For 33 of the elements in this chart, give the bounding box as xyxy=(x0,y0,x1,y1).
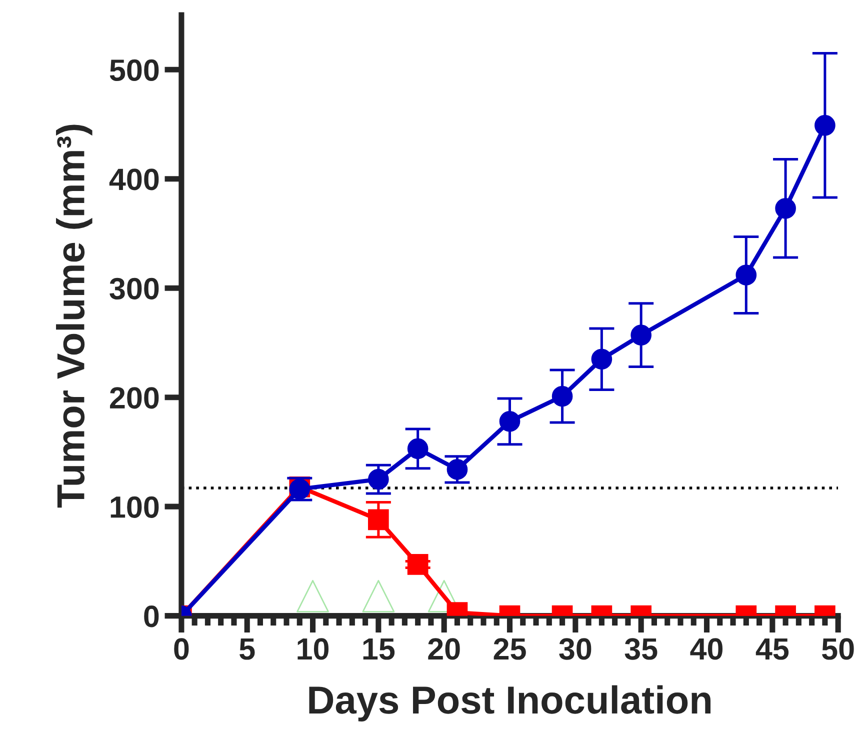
point xyxy=(368,509,389,530)
point xyxy=(552,386,573,407)
point xyxy=(775,198,796,219)
y-axis-title: Tumor Volume (mm³) xyxy=(56,124,92,508)
point xyxy=(630,324,652,346)
y-tick-label: 200 xyxy=(110,387,159,409)
point xyxy=(362,580,395,612)
y-tick-label: 300 xyxy=(110,278,159,300)
x-tick-label: 20 xyxy=(428,638,460,660)
y-tick-label: 100 xyxy=(110,496,159,518)
point xyxy=(407,438,428,460)
point xyxy=(368,468,389,490)
point xyxy=(446,459,468,480)
x-tick-label: 10 xyxy=(298,638,329,660)
point xyxy=(296,580,329,612)
point xyxy=(591,348,612,370)
point xyxy=(407,554,428,575)
point xyxy=(736,264,757,286)
x-tick-label: 40 xyxy=(690,638,722,660)
x-tick-label: 45 xyxy=(756,638,789,660)
x-tick-label: 0 xyxy=(174,638,189,660)
x-tick-label: 15 xyxy=(363,638,395,660)
x-tick-label: 5 xyxy=(240,638,255,660)
x-tick-label: 30 xyxy=(559,638,592,660)
x-tick-label: 25 xyxy=(494,638,526,660)
y-tick-label: 0 xyxy=(144,606,159,628)
x-axis-title: Days Post Inoculation xyxy=(309,685,710,722)
x-tick-label: 35 xyxy=(624,638,658,660)
y-tick-label: 500 xyxy=(110,59,159,82)
point xyxy=(814,114,836,136)
point xyxy=(499,410,520,432)
y-tick-label: 400 xyxy=(109,168,159,190)
x-tick-label: 50 xyxy=(822,638,854,660)
